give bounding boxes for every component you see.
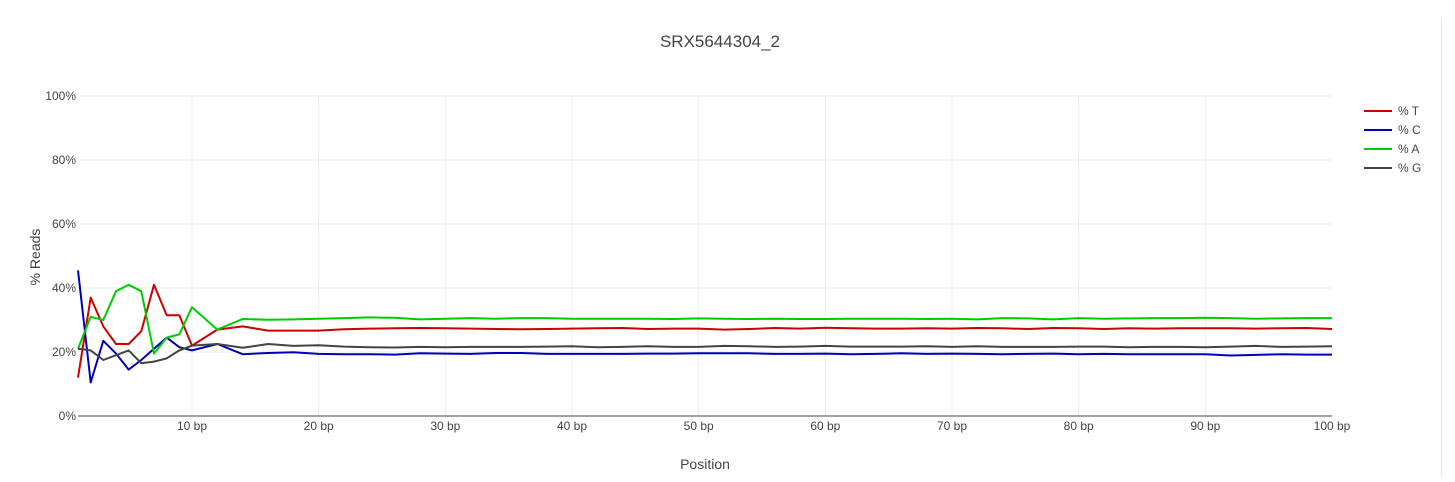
legend-item[interactable]: % G	[1364, 161, 1421, 175]
legend-label: % A	[1398, 142, 1419, 156]
x-tick-label: 10 bp	[177, 419, 207, 433]
data-series	[77, 270, 1333, 384]
y-tick-label: 20%	[52, 345, 76, 359]
series-line-c	[77, 270, 1332, 384]
chart-title: SRX5644304_2	[660, 32, 780, 51]
x-tick-label: 80 bp	[1064, 419, 1094, 433]
y-tick-label: 60%	[52, 217, 76, 231]
axes: 0% 20% 40% 60% 80% 100% 10 bp 20 bp 30 bp 40 bp 50…	[45, 89, 1350, 433]
y-axis-label: % Reads	[27, 229, 43, 286]
legend[interactable]: % T % C % A % G	[1364, 104, 1421, 175]
x-tick-label: 70 bp	[937, 419, 967, 433]
legend-label: % C	[1398, 123, 1421, 137]
grid-lines	[78, 95, 1332, 416]
legend-label: % G	[1398, 161, 1421, 175]
series-line-t	[77, 283, 1333, 378]
y-tick-label: 100%	[45, 89, 76, 103]
x-tick-label: 30 bp	[430, 419, 460, 433]
x-tick-label: 60 bp	[810, 419, 840, 433]
y-tick-label: 40%	[52, 281, 76, 295]
y-tick-label: 0%	[59, 409, 77, 423]
x-axis-label: Position	[680, 456, 730, 472]
legend-item[interactable]: % T	[1364, 104, 1420, 118]
legend-label: % T	[1398, 104, 1420, 118]
series-line-a	[77, 283, 1332, 355]
x-tick-label: 40 bp	[557, 419, 587, 433]
x-tick-label: 50 bp	[684, 419, 714, 433]
x-tick-label: 100 bp	[1314, 419, 1351, 433]
legend-item[interactable]: % C	[1364, 123, 1421, 137]
right-edge-divider	[1441, 18, 1442, 477]
y-tick-label: 80%	[52, 153, 76, 167]
legend-item[interactable]: % A	[1364, 142, 1419, 156]
x-tick-label: 20 bp	[304, 419, 334, 433]
x-tick-label: 90 bp	[1190, 419, 1220, 433]
series-line-g	[77, 343, 1333, 365]
